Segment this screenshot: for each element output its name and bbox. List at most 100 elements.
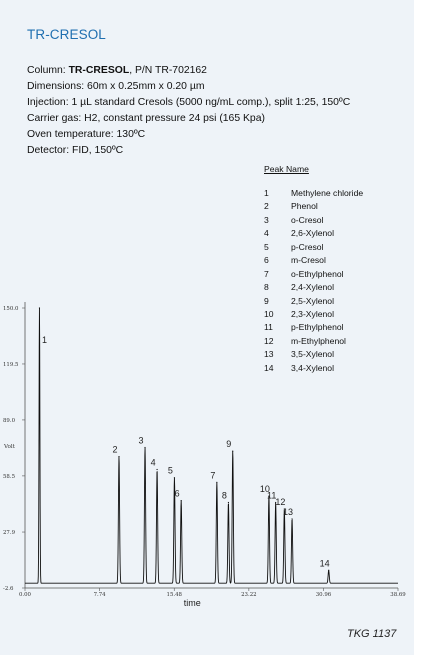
peak-apex bbox=[268, 495, 270, 497]
y-axis-label: Volt bbox=[3, 444, 16, 450]
peak-legend-name: 2,4-Xylenol bbox=[291, 282, 334, 293]
peak-legend-item: 13 3,5-Xylenol bbox=[264, 348, 363, 361]
peak-label: 9 bbox=[226, 439, 231, 449]
peak-legend-item: 5 p-Cresol bbox=[264, 241, 363, 254]
peak-label: 7 bbox=[210, 470, 215, 480]
peak-legend-item: 3 o-Cresol bbox=[264, 214, 363, 227]
column-suffix: , P/N TR-702162 bbox=[129, 65, 207, 76]
x-tick-label: 15.48 bbox=[167, 592, 183, 598]
peak-legend-name: o-Ethylphenol bbox=[291, 268, 344, 279]
peak-legend-header: Peak Name bbox=[264, 164, 309, 174]
peak-legend-name: o-Cresol bbox=[291, 214, 324, 225]
injection-spec: Injection: 1 µL standard Cresols (5000 n… bbox=[27, 96, 351, 108]
peak-apex bbox=[38, 307, 41, 309]
x-tick-label: 38.69 bbox=[390, 592, 406, 598]
peak-apex bbox=[216, 481, 218, 483]
chromatogram-trace bbox=[25, 308, 398, 584]
peak-legend: Peak Name 1 Methylene chloride 2 Phenol 3 o-C… bbox=[264, 164, 363, 375]
y-tick-label: 150.0 bbox=[3, 306, 19, 312]
peak-apex bbox=[227, 501, 230, 504]
peak-legend-item: 6 m-Cresol bbox=[264, 254, 363, 267]
footer-code: TKG 1137 bbox=[347, 628, 397, 640]
peak-legend-item: 8 2,4-Xylenol bbox=[264, 281, 363, 294]
peak-legend-number: 9 bbox=[264, 295, 269, 306]
peak-apex bbox=[283, 508, 285, 510]
peak-legend-item: 7 o-Ethylphenol bbox=[264, 268, 363, 281]
peak-label: 6 bbox=[175, 489, 180, 499]
peak-label: 11 bbox=[267, 490, 276, 500]
peak-legend-name: 2,5-Xylenol bbox=[291, 295, 334, 306]
peak-legend-number: 6 bbox=[264, 255, 269, 266]
peak-legend-number: 3 bbox=[264, 214, 269, 225]
peak-label: 5 bbox=[168, 466, 173, 476]
y-tick-label: 27.9 bbox=[3, 530, 16, 536]
peak-apex bbox=[328, 569, 330, 571]
peak-apex bbox=[291, 518, 293, 520]
peak-label: 10 bbox=[260, 484, 270, 494]
peak-label: 14 bbox=[320, 558, 330, 568]
peak-legend-item: 4 2,6-Xylenol bbox=[264, 227, 363, 240]
peak-apex bbox=[156, 468, 158, 471]
peak-legend-number: 12 bbox=[264, 335, 274, 346]
peak-legend-name: 3,4-Xylenol bbox=[291, 362, 334, 373]
x-tick-label: 23.22 bbox=[241, 592, 256, 598]
peak-apex bbox=[144, 446, 146, 449]
y-tick-label: -2.6 bbox=[3, 586, 14, 592]
peak-apex bbox=[118, 456, 120, 458]
peak-legend-name: 2,3-Xylenol bbox=[291, 308, 334, 319]
peak-legend-name: m-Ethylphenol bbox=[291, 335, 346, 346]
peak-legend-name: Phenol bbox=[291, 201, 318, 212]
peak-legend-number: 8 bbox=[264, 282, 269, 293]
peak-apex bbox=[232, 450, 234, 452]
peak-label: 2 bbox=[112, 445, 117, 455]
peak-legend-number: 11 bbox=[264, 322, 273, 333]
peak-legend-name: p-Cresol bbox=[291, 241, 324, 252]
peak-legend-item: 14 3,4-Xylenol bbox=[264, 362, 363, 375]
peak-legend-name: Methylene chloride bbox=[291, 188, 364, 198]
x-tick-label: 30.96 bbox=[316, 592, 332, 598]
peak-legend-number: 14 bbox=[264, 362, 274, 373]
x-tick-label: 0.00 bbox=[19, 592, 32, 598]
peak-legend-item: 10 2,3-Xylenol bbox=[264, 308, 363, 321]
peak-legend-number: 4 bbox=[264, 228, 269, 239]
peak-legend-number: 7 bbox=[264, 268, 269, 279]
peak-label: 1 bbox=[42, 335, 47, 345]
peak-legend-name: 3,5-Xylenol bbox=[291, 349, 334, 360]
peak-apex bbox=[173, 477, 176, 479]
background-panel bbox=[0, 0, 414, 655]
peak-legend-number: 1 bbox=[264, 188, 269, 198]
y-tick-label: 58.5 bbox=[3, 474, 16, 480]
peak-legend-number: 13 bbox=[264, 349, 274, 360]
chromatogram-chart: 150.0 119.5 89.0 58.5 27.9 -2.6 0.00 7.74 15.48 2… bbox=[3, 302, 406, 608]
y-tick-label: 89.0 bbox=[3, 418, 16, 424]
carrier-gas-spec: Carrier gas: H2, constant pressure 24 ps… bbox=[27, 112, 265, 124]
peak-legend-list: 1 Methylene chloride 2 Phenol 3 o-Cresol 4 2,6-… bbox=[264, 187, 363, 375]
column-spec: Column: TR-CRESOL, P/N TR-702162 bbox=[27, 63, 350, 79]
peak-legend-name: m-Cresol bbox=[291, 255, 326, 266]
peak-legend-name: p-Ethylphenol bbox=[291, 322, 344, 333]
peak-legend-name: 2,6-Xylenol bbox=[291, 228, 334, 239]
x-axis-label: time bbox=[184, 598, 201, 608]
peak-legend-number: 10 bbox=[264, 308, 274, 319]
peak-label: 12 bbox=[275, 497, 285, 507]
dimensions-spec: Dimensions: 60m x 0.25mm x 0.20 µm bbox=[27, 80, 205, 92]
peak-apex bbox=[275, 501, 277, 504]
oven-spec: Oven temperature: 130ºC bbox=[27, 128, 146, 140]
detector-spec: Detector: FID, 150ºC bbox=[27, 144, 124, 156]
peak-legend-number: 2 bbox=[264, 201, 269, 212]
peak-label: 8 bbox=[222, 490, 227, 500]
peak-legend-item: 2 Phenol bbox=[264, 200, 363, 213]
page-title: TR-CRESOL bbox=[27, 27, 106, 42]
peak-label: 3 bbox=[139, 435, 144, 445]
peak-apex bbox=[180, 500, 182, 502]
specs-block: Column: TR-CRESOL, P/N TR-702162 Dimensi… bbox=[27, 63, 350, 158]
column-name: TR-CRESOL bbox=[68, 65, 130, 76]
peak-label: 13 bbox=[283, 507, 293, 517]
peak-legend-item: 9 2,5-Xylenol bbox=[264, 295, 363, 308]
column-prefix: Column: bbox=[27, 65, 69, 76]
y-tick-label: 119.5 bbox=[3, 362, 19, 368]
peak-label: 4 bbox=[151, 457, 156, 467]
peak-legend-item: 11 p-Ethylphenol bbox=[264, 321, 363, 334]
peak-legend-number: 5 bbox=[264, 241, 269, 252]
peak-legend-item: 12 m-Ethylphenol bbox=[264, 335, 363, 348]
